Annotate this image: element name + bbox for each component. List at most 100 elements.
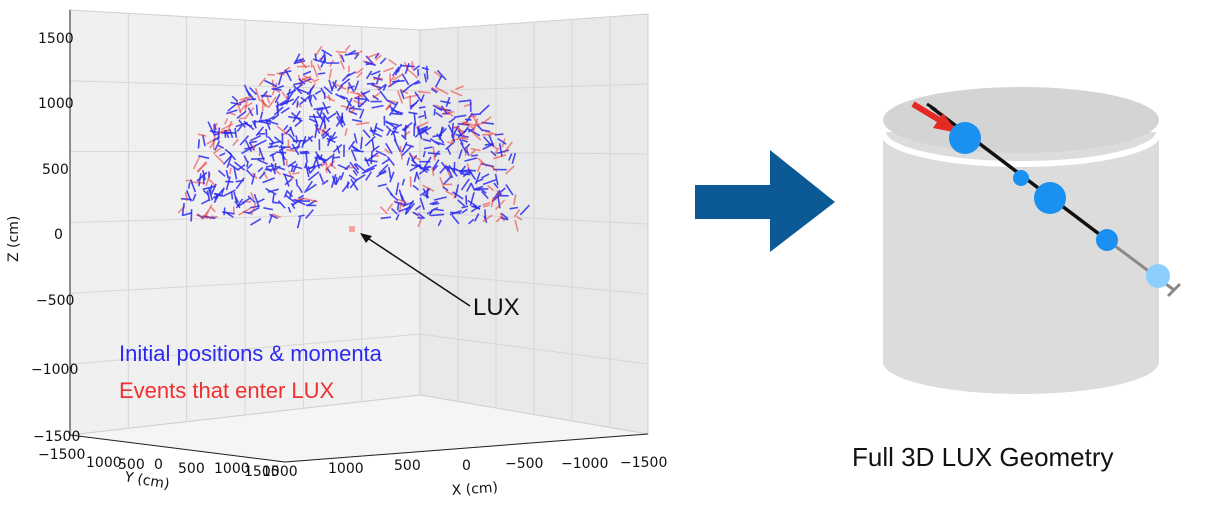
initial-vector: [312, 94, 318, 101]
initial-vector: [454, 184, 460, 199]
initial-vector: [257, 166, 264, 173]
event-vector: [490, 196, 495, 208]
initial-vector: [312, 154, 319, 168]
event-vector: [482, 116, 492, 124]
initial-vector: [230, 191, 234, 200]
scatter-vertex: [1034, 182, 1066, 214]
event-vector: [462, 122, 476, 130]
event-vector: [204, 204, 213, 217]
initial-vector: [292, 163, 298, 173]
initial-vector: [467, 199, 478, 208]
initial-vector: [451, 125, 460, 139]
initial-vector: [422, 138, 432, 143]
initial-vector: [246, 163, 253, 170]
incoming-arrow-shaft: [911, 101, 943, 124]
initial-vector: [385, 120, 398, 130]
initial-vector: [223, 207, 226, 216]
initial-vector: [401, 178, 406, 186]
initial-vector: [264, 79, 278, 88]
initial-vector: [448, 164, 458, 177]
initial-vector: [412, 64, 420, 72]
initial-vector: [400, 90, 405, 100]
initial-vector: [381, 158, 390, 165]
initial-vector: [270, 162, 277, 175]
event-vector: [472, 117, 479, 132]
initial-vector: [309, 94, 313, 103]
event-vector: [271, 213, 281, 219]
initial-vector: [248, 140, 258, 144]
event-vector: [213, 122, 218, 130]
event-vector: [292, 171, 300, 175]
initial-vector: [362, 90, 371, 95]
event-vector: [238, 96, 248, 106]
initial-vector: [181, 202, 185, 216]
event-vector: [355, 121, 370, 126]
event-vector: [201, 210, 209, 220]
event-vector: [396, 90, 404, 104]
z-tick: 1000: [38, 96, 74, 112]
initial-vector: [249, 134, 262, 142]
initial-vector: [298, 78, 306, 85]
initial-vector: [319, 54, 325, 62]
event-vector: [514, 219, 519, 232]
event-vector: [221, 123, 234, 131]
initial-vector: [364, 157, 370, 167]
initial-vector: [350, 149, 357, 162]
initial-vector: [336, 145, 341, 154]
initial-vector: [376, 169, 387, 178]
event-vector: [470, 130, 482, 141]
event-vector: [408, 153, 421, 161]
initial-vector: [336, 116, 344, 128]
track-end-cap: [1166, 282, 1182, 298]
initial-vector: [294, 58, 305, 63]
event-vector: [431, 86, 439, 93]
initial-vector: [233, 166, 238, 180]
initial-vector: [401, 141, 408, 153]
lux-label: LUX: [473, 294, 520, 321]
x-tick: 500: [394, 458, 421, 474]
event-vector: [372, 91, 381, 99]
initial-vector: [448, 117, 456, 124]
event-vector: [399, 145, 403, 160]
initial-vector: [348, 174, 356, 181]
initial-vector: [271, 114, 279, 121]
initial-vector: [234, 196, 240, 204]
initial-vector: [226, 109, 238, 115]
initial-vector: [202, 169, 206, 181]
initial-vector: [321, 179, 329, 186]
initial-vector: [279, 101, 289, 107]
cylinder-body: [883, 132, 1159, 394]
initial-vector: [446, 147, 452, 155]
event-vector: [482, 214, 493, 222]
initial-vector: [493, 182, 499, 189]
initial-vector: [480, 188, 487, 194]
initial-vector: [458, 99, 472, 103]
initial-vector: [223, 131, 237, 134]
event-vector: [238, 207, 252, 216]
initial-vector: [455, 133, 469, 138]
initial-vector: [436, 133, 445, 144]
initial-vector: [377, 183, 387, 188]
event-vector: [259, 99, 269, 108]
initial-vector: [354, 80, 360, 91]
initial-vector: [496, 149, 510, 155]
scatter-vertex: [1013, 170, 1029, 186]
initial-vector: [261, 90, 268, 99]
initial-vector: [394, 68, 399, 76]
initial-vector: [235, 177, 245, 190]
initial-vector: [314, 53, 318, 62]
initial-vector: [423, 110, 427, 120]
initial-vector: [220, 187, 225, 195]
initial-vector: [500, 217, 509, 221]
event-vector: [491, 195, 499, 203]
initial-vector: [391, 66, 400, 77]
initial-vector: [283, 191, 288, 198]
initial-vector: [469, 192, 475, 206]
initial-vector: [460, 178, 470, 191]
initial-vector: [305, 209, 314, 220]
event-vector: [355, 67, 364, 75]
initial-vector: [236, 125, 243, 132]
initial-vector: [235, 198, 244, 209]
initial-vector: [330, 131, 337, 141]
